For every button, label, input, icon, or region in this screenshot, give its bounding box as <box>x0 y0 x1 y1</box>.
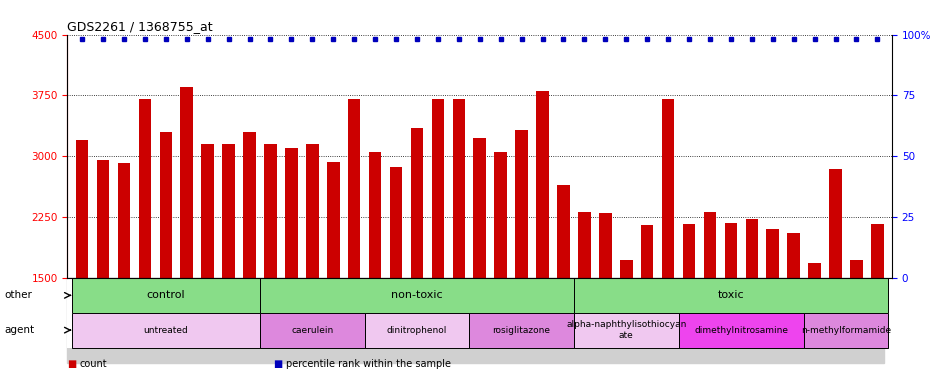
Bar <box>327 162 339 278</box>
Bar <box>410 128 423 278</box>
Bar <box>67 278 883 363</box>
Bar <box>181 87 193 278</box>
Bar <box>598 213 611 278</box>
Text: other: other <box>5 290 33 300</box>
Bar <box>264 144 276 278</box>
Text: toxic: toxic <box>717 290 743 300</box>
Bar <box>118 163 130 278</box>
Bar <box>535 91 548 278</box>
Bar <box>364 313 469 348</box>
Text: dimethylnitrosamine: dimethylnitrosamine <box>694 326 787 334</box>
Bar <box>574 278 887 313</box>
Bar <box>71 278 259 313</box>
Bar <box>347 99 360 278</box>
Bar <box>243 132 256 278</box>
Bar <box>703 212 715 278</box>
Bar <box>259 278 574 313</box>
Bar <box>431 99 444 278</box>
Text: n-methylformamide: n-methylformamide <box>800 326 890 334</box>
Bar <box>678 313 803 348</box>
Text: control: control <box>146 290 185 300</box>
Bar <box>201 144 213 278</box>
Bar <box>808 263 820 278</box>
Bar <box>473 137 486 278</box>
Bar <box>766 229 778 278</box>
Bar <box>620 260 632 278</box>
Bar <box>494 152 506 278</box>
Text: rosiglitazone: rosiglitazone <box>492 326 550 334</box>
Bar <box>682 223 695 278</box>
Bar <box>222 144 235 278</box>
Bar <box>661 99 674 278</box>
Text: alpha-naphthylisothiocyan
ate: alpha-naphthylisothiocyan ate <box>565 320 686 340</box>
Text: GDS2261 / 1368755_at: GDS2261 / 1368755_at <box>67 20 212 33</box>
Text: ■: ■ <box>67 359 77 369</box>
Bar <box>574 313 678 348</box>
Bar <box>306 144 318 278</box>
Bar <box>389 167 402 278</box>
Bar <box>259 313 364 348</box>
Bar <box>159 132 172 278</box>
Bar <box>285 148 298 278</box>
Text: percentile rank within the sample: percentile rank within the sample <box>285 359 450 369</box>
Bar <box>745 219 757 278</box>
Text: untreated: untreated <box>143 326 188 334</box>
Text: caerulein: caerulein <box>291 326 333 334</box>
Text: ■: ■ <box>273 359 283 369</box>
Text: count: count <box>80 359 107 369</box>
Bar <box>76 140 88 278</box>
Bar <box>452 99 464 278</box>
Text: dinitrophenol: dinitrophenol <box>387 326 446 334</box>
Bar <box>515 130 527 278</box>
Bar <box>640 225 652 278</box>
Bar <box>803 313 887 348</box>
Bar <box>849 260 862 278</box>
Bar <box>786 233 799 278</box>
Bar <box>724 223 737 278</box>
Bar <box>870 224 883 278</box>
Bar <box>828 169 841 278</box>
Bar <box>71 313 259 348</box>
Text: agent: agent <box>5 325 35 335</box>
Bar <box>469 313 574 348</box>
Bar <box>139 99 151 278</box>
Bar <box>96 161 110 278</box>
Text: non-toxic: non-toxic <box>390 290 443 300</box>
Bar <box>369 152 381 278</box>
Bar <box>557 185 569 278</box>
Bar <box>578 212 590 278</box>
